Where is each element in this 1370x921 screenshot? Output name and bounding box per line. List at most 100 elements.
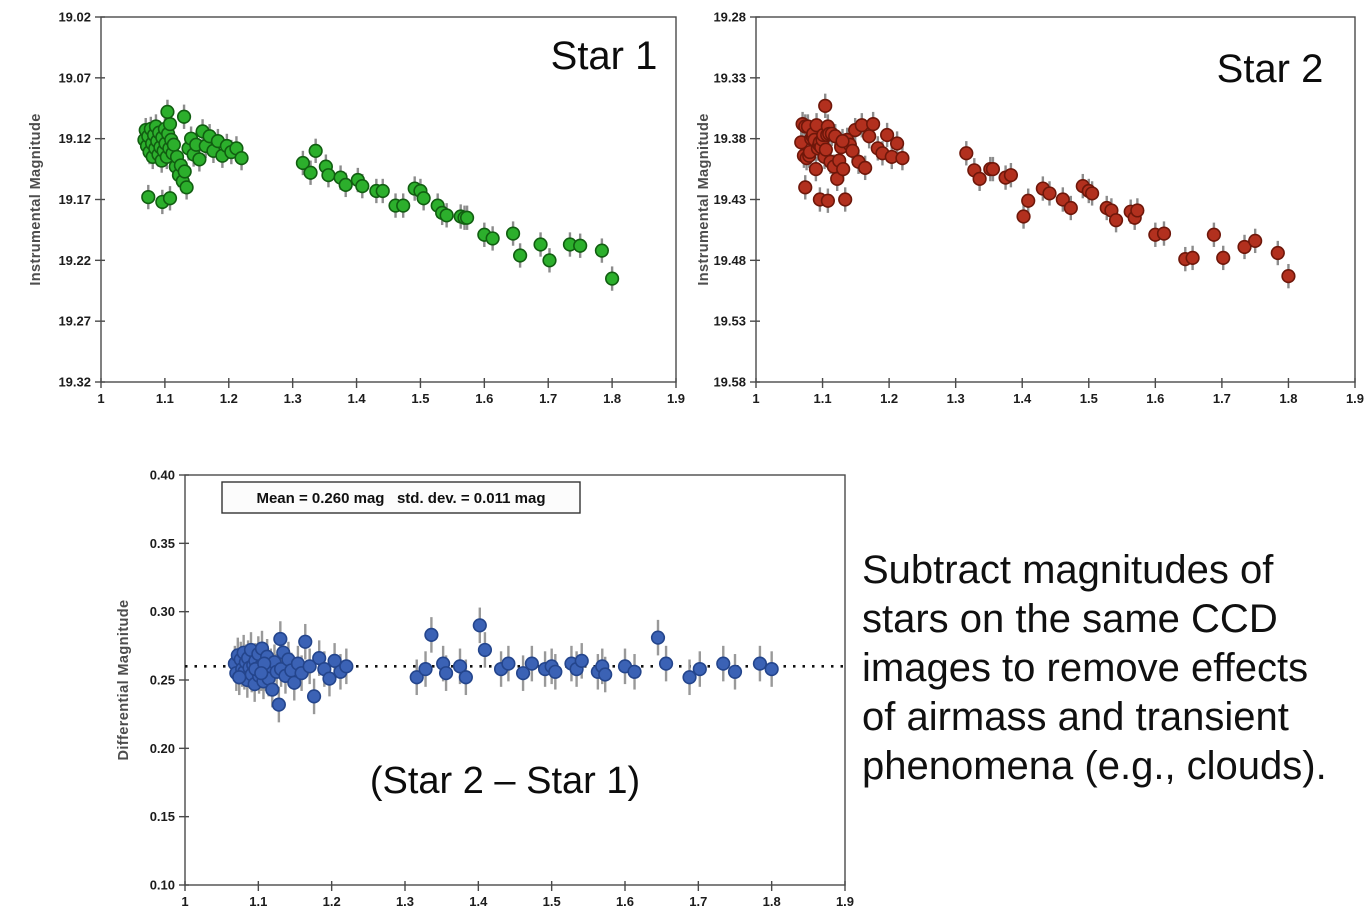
data-point <box>959 146 974 161</box>
x-axis: 1 1.1 1.2 1.3 1.4 1.5 1.6 1.7 1.8 1.9 <box>181 881 854 909</box>
y-tick-label: 19.22 <box>58 253 91 268</box>
data-point <box>594 243 609 258</box>
data-point <box>327 653 342 668</box>
data-point <box>1055 192 1070 207</box>
data-point <box>972 171 987 186</box>
data-point <box>752 656 768 671</box>
x-tick-label: 1.1 <box>814 391 832 406</box>
data-point <box>866 116 881 132</box>
data-point <box>273 631 288 647</box>
x-tick-label: 1.4 <box>1013 391 1032 406</box>
data-point <box>339 659 354 674</box>
data-points <box>137 104 620 286</box>
data-point <box>764 661 779 677</box>
chart-title: (Star 2 – Star 1) <box>370 760 640 802</box>
data-point <box>232 670 247 685</box>
data-point <box>880 127 895 143</box>
x-tick-label: 1.4 <box>469 894 488 909</box>
x-tick-label: 1.9 <box>667 391 685 406</box>
x-tick-label: 1 <box>181 894 188 909</box>
data-point <box>1016 209 1031 224</box>
y-tick-label: 19.58 <box>713 375 746 390</box>
x-axis: 1 1.1 1.2 1.3 1.4 1.5 1.6 1.7 1.8 1.9 <box>752 378 1364 406</box>
data-point <box>355 179 370 194</box>
y-tick-label: 19.27 <box>58 314 91 329</box>
data-point <box>1042 186 1057 201</box>
explanation-line: Subtract magnitudes of <box>862 548 1274 592</box>
data-point <box>858 160 873 175</box>
data-point <box>287 675 302 690</box>
data-point <box>889 136 905 151</box>
data-point <box>477 642 493 658</box>
data-point <box>1216 250 1231 265</box>
x-tick-label: 1.1 <box>156 391 174 406</box>
data-point <box>501 656 516 671</box>
data-point <box>308 143 323 158</box>
y-tick-label: 19.33 <box>713 70 746 85</box>
x-tick-label: 1.1 <box>249 894 267 909</box>
data-point <box>298 634 313 649</box>
data-point <box>141 189 156 205</box>
annotation-box <box>221 481 581 514</box>
data-point <box>295 155 310 171</box>
y-tick-label: 19.53 <box>713 314 746 329</box>
data-point <box>838 192 853 207</box>
y-tick-label: 0.20 <box>150 741 175 756</box>
x-tick-label: 1.4 <box>348 391 367 406</box>
data-point <box>548 664 563 679</box>
data-points <box>794 98 1296 284</box>
data-point <box>459 210 475 225</box>
data-point <box>542 253 557 268</box>
data-point <box>985 161 1001 177</box>
data-point <box>836 161 851 177</box>
data-point <box>1185 250 1200 265</box>
data-point <box>1281 269 1296 284</box>
data-point <box>485 231 500 246</box>
data-point <box>472 618 487 633</box>
y-axis-label: Instrumental Magnitude <box>696 113 712 285</box>
x-tick-label: 1.8 <box>603 391 621 406</box>
data-point <box>598 667 613 682</box>
data-point <box>160 104 175 119</box>
explanation-line: of airmass and transient <box>862 695 1289 739</box>
x-tick-label: 1.8 <box>1279 391 1297 406</box>
data-point <box>396 198 411 213</box>
data-point <box>265 682 280 697</box>
data-point <box>179 180 194 195</box>
data-point <box>533 237 548 252</box>
data-point <box>798 180 813 195</box>
x-tick-label: 1.9 <box>1346 391 1364 406</box>
x-tick-label: 1.2 <box>220 391 238 406</box>
x-tick-label: 1.7 <box>1213 391 1231 406</box>
data-point <box>862 129 877 144</box>
data-point <box>895 151 910 166</box>
y-tick-label: 19.38 <box>713 131 746 146</box>
y-tick-label: 19.02 <box>58 10 91 25</box>
y-tick-label: 19.32 <box>58 375 91 390</box>
explanation-line: images to remove effects <box>862 646 1309 690</box>
differential-chart-svg: 0.40 0.35 0.30 0.25 0.20 0.15 0.10 1 1.1 1.2 1.3 1.… <box>116 468 854 910</box>
x-axis: 1 1.1 1.2 1.3 1.4 1.5 1.6 1.7 1.8 1.9 <box>97 378 685 406</box>
y-tick-label: 19.17 <box>58 192 91 207</box>
data-point <box>452 659 468 674</box>
data-point <box>650 630 666 645</box>
explanation-line: phenomena (e.g., clouds). <box>862 744 1327 788</box>
data-point <box>605 271 620 286</box>
y-tick-label: 19.28 <box>713 10 746 25</box>
y-tick-label: 0.35 <box>150 536 175 551</box>
y-tick-label: 0.10 <box>150 878 175 893</box>
data-point <box>322 671 337 686</box>
data-point <box>416 191 431 206</box>
data-point <box>627 664 642 679</box>
y-tick-label: 0.30 <box>150 604 175 619</box>
star1-chart: 19.02 19.07 19.12 19.17 19.22 19.27 19.32 1 1.1 1… <box>0 0 700 430</box>
data-points <box>227 618 779 712</box>
data-point <box>177 164 192 179</box>
x-tick-label: 1.5 <box>1080 391 1098 406</box>
data-point <box>418 661 433 677</box>
data-point <box>1003 168 1019 183</box>
data-point <box>513 248 528 263</box>
data-point <box>727 664 743 679</box>
star2-chart: 19.28 19.33 19.38 19.43 19.48 19.53 19.58 1 1.1 1… <box>690 0 1370 430</box>
